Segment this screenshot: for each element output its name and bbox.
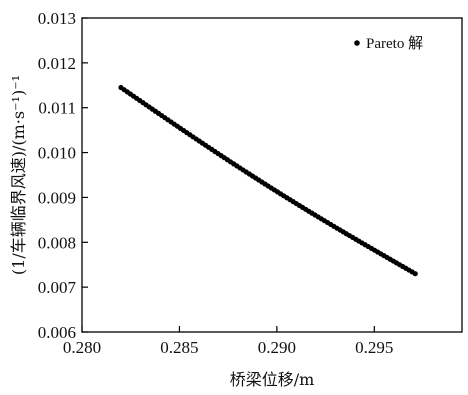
legend-marker [354, 40, 360, 46]
y-tick-label: 0.010 [38, 144, 76, 163]
x-axis-title: 桥梁位移/m [230, 370, 315, 389]
x-tick-label: 0.280 [63, 338, 101, 357]
y-tick-label: 0.007 [38, 278, 77, 297]
plot-frame [81, 17, 463, 333]
y-tick-label: 0.012 [38, 54, 76, 73]
y-tick-label: 0.013 [38, 9, 76, 28]
legend-label: Pareto 解 [366, 35, 423, 52]
axes [81, 17, 463, 333]
x-tick-label: 0.290 [258, 338, 296, 357]
y-tick-label: 0.008 [38, 233, 76, 252]
x-axis-ticks: 0.280 0.285 0.290 0.295 [63, 326, 393, 357]
y-axis-title: (1/车辆临界风速)/(m·s⁻¹)⁻¹ [9, 75, 28, 275]
y-tick-label: 0.009 [38, 188, 76, 207]
pareto-point [412, 271, 418, 277]
y-tick-label: 0.006 [38, 323, 76, 342]
legend: Pareto 解 [354, 35, 423, 52]
x-tick-label: 0.295 [355, 338, 393, 357]
y-tick-label: 0.011 [38, 99, 76, 118]
y-axis-ticks: 0.006 0.007 0.008 0.009 0.010 0.011 0.012 0.013 [38, 9, 88, 342]
x-tick-label: 0.285 [160, 338, 198, 357]
data-points [118, 84, 418, 277]
